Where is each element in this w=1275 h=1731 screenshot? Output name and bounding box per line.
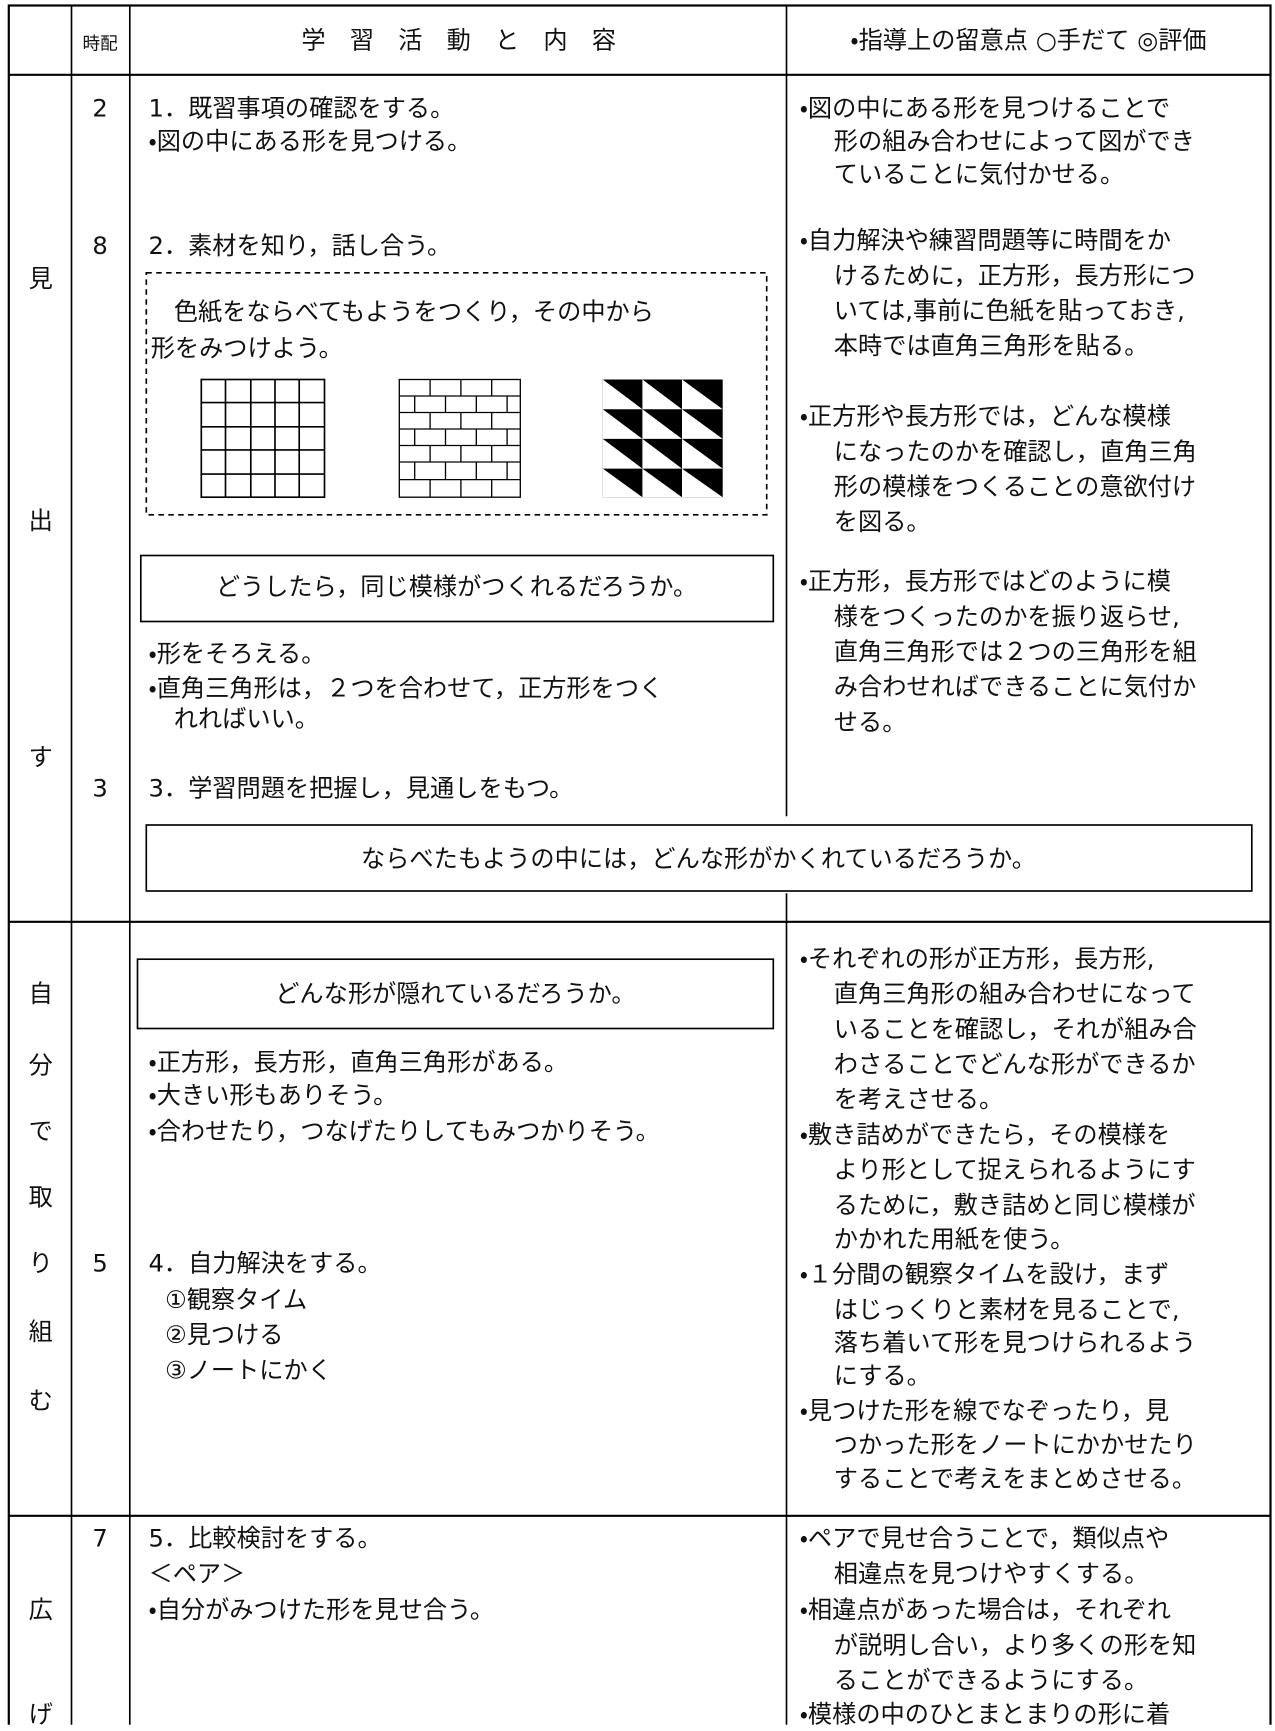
note: ・相違点があった場合は，それぞれ [799,1597,1171,1625]
idea: ・形をそろえる。 [148,641,326,669]
note: るために，敷き詰めと同じ模様が [833,1192,1196,1220]
note: より形として捉えられるようにす [833,1157,1196,1185]
stage-char: 広 [28,1597,53,1625]
note: ・見つけた形を線でなぞったり，見 [799,1398,1170,1426]
note: になったのかを確認し，直角三角 [833,438,1197,467]
note: ることができるようにする。 [833,1667,1149,1696]
stage-char: 取 [28,1184,53,1213]
note: かかれた用紙を使う。 [833,1226,1075,1255]
note: 落ち着いて形を見つけられるよう [833,1329,1197,1358]
substep: ②見つける [165,1322,284,1350]
activity: 1．既習事項の確認をする。 [148,95,455,124]
note: 本時では直角三角形を貼る。 [833,333,1149,361]
note: 相違点を見つけやすくする。 [833,1560,1149,1589]
note: つかった形をノートにかかせたり [833,1432,1197,1460]
idea: ・直角三角形は，２つを合わせて，正方形をつく [148,675,664,703]
note: ・模様の中のひとまとまりの形に着 [799,1701,1171,1730]
idea: ・正方形，長方形，直角三角形がある。 [148,1049,569,1077]
stage-char: 出 [28,508,53,536]
note: 直角三角形の組み合わせになって [833,981,1196,1009]
stage-char: す [28,744,53,773]
note: いることを確認し，それが組み合 [833,1016,1197,1044]
task-text: 形をみつけよう。 [150,335,343,364]
note: ・正方形，長方形ではどのように模 [799,568,1171,597]
activity: 5．比較検討をする。 [148,1525,382,1554]
problem: ならべたもようの中には，どんな形がかくれているだろうか。 [361,844,1036,876]
note: ・図の中にある形を見つけることで [799,95,1171,124]
note: ・自力解決や練習問題等に時間をか [799,227,1171,256]
idea: ・合わせたり，つなげたりしてもみつかりそう。 [148,1118,660,1147]
question: どんな形が隠れているだろうか。 [275,981,636,1009]
note: を考えさせる。 [833,1086,1004,1115]
task-text: 色紙をならべてもようをつくり，その中から [173,299,654,327]
activity: ・図の中にある形を見つける。 [148,128,472,157]
note: 形の組み合わせによって図ができ [833,128,1195,157]
idea: れればいい。 [173,706,320,734]
note: み合わせればできることに気付か [833,674,1197,702]
header-time: 時配 [82,33,118,54]
substep: ③ノートにかく [165,1357,332,1385]
stage-char: 組 [28,1318,53,1347]
step: 3．学習問題を把握し，見通しをもつ。 [148,775,574,804]
time: 5 [92,1250,108,1279]
stage-char: で [28,1118,53,1147]
note: ・１分間の観察タイムを設け，まず [799,1261,1170,1290]
activity: ＜ペア＞ [148,1560,246,1589]
header-notes: ・指導上の留意点 ○手だて ◎評価 [850,27,1207,56]
idea: ・大きい形もありそう。 [148,1082,398,1110]
note: ・ペアで見せ合うことで，類似点や [799,1525,1170,1554]
note: せる。 [833,709,907,738]
stage-char: 自 [28,981,53,1009]
stage-char: げ [28,1701,53,1730]
note: 様をつくったのかを振り返らせ, [833,603,1180,632]
note: いては,事前に色紙を貼っておき, [833,298,1185,326]
note: ・敷き詰めができたら，その模様を [799,1122,1171,1150]
note: が説明し合い，より多くの形を知 [833,1632,1197,1660]
stage-char: 分 [28,1052,53,1081]
activity: ・自分がみつけた形を見せ合う。 [148,1597,495,1625]
note: 直角三角形では２つの三角形を組 [833,639,1197,667]
note: けるために，正方形，長方形につ [833,262,1196,291]
time: 8 [92,233,108,261]
stage-char: む [28,1388,53,1416]
time: 2 [92,95,108,124]
note: ・それぞれの形が正方形，長方形, [799,946,1155,974]
question: どうしたら，同じ模様がつくれるだろうか。 [215,574,698,602]
note: 形の模様をつくることの意欲付け [833,474,1197,502]
activity: 2．素材を知り，話し合う。 [148,233,452,261]
note: はじっくりと素材を見ることで, [833,1296,1180,1325]
note: ・正方形や長方形では，どんな模様 [799,403,1171,432]
header-activity: 学 習 活 動 と 内 容 [301,27,617,56]
stage-char: り [28,1250,53,1279]
substep: ①観察タイム [165,1287,308,1315]
step: 4．自力解決をする。 [148,1250,382,1279]
note: を図る。 [833,509,931,537]
stage-char: 見 [28,266,53,294]
time: 3 [92,775,108,804]
note: わさることでどんな形ができるか [833,1051,1196,1080]
note: にする。 [833,1362,931,1391]
note: することで考えをまとめさせる。 [833,1466,1197,1494]
time: 7 [92,1525,108,1554]
note: ていることに気付かせる。 [833,161,1125,190]
